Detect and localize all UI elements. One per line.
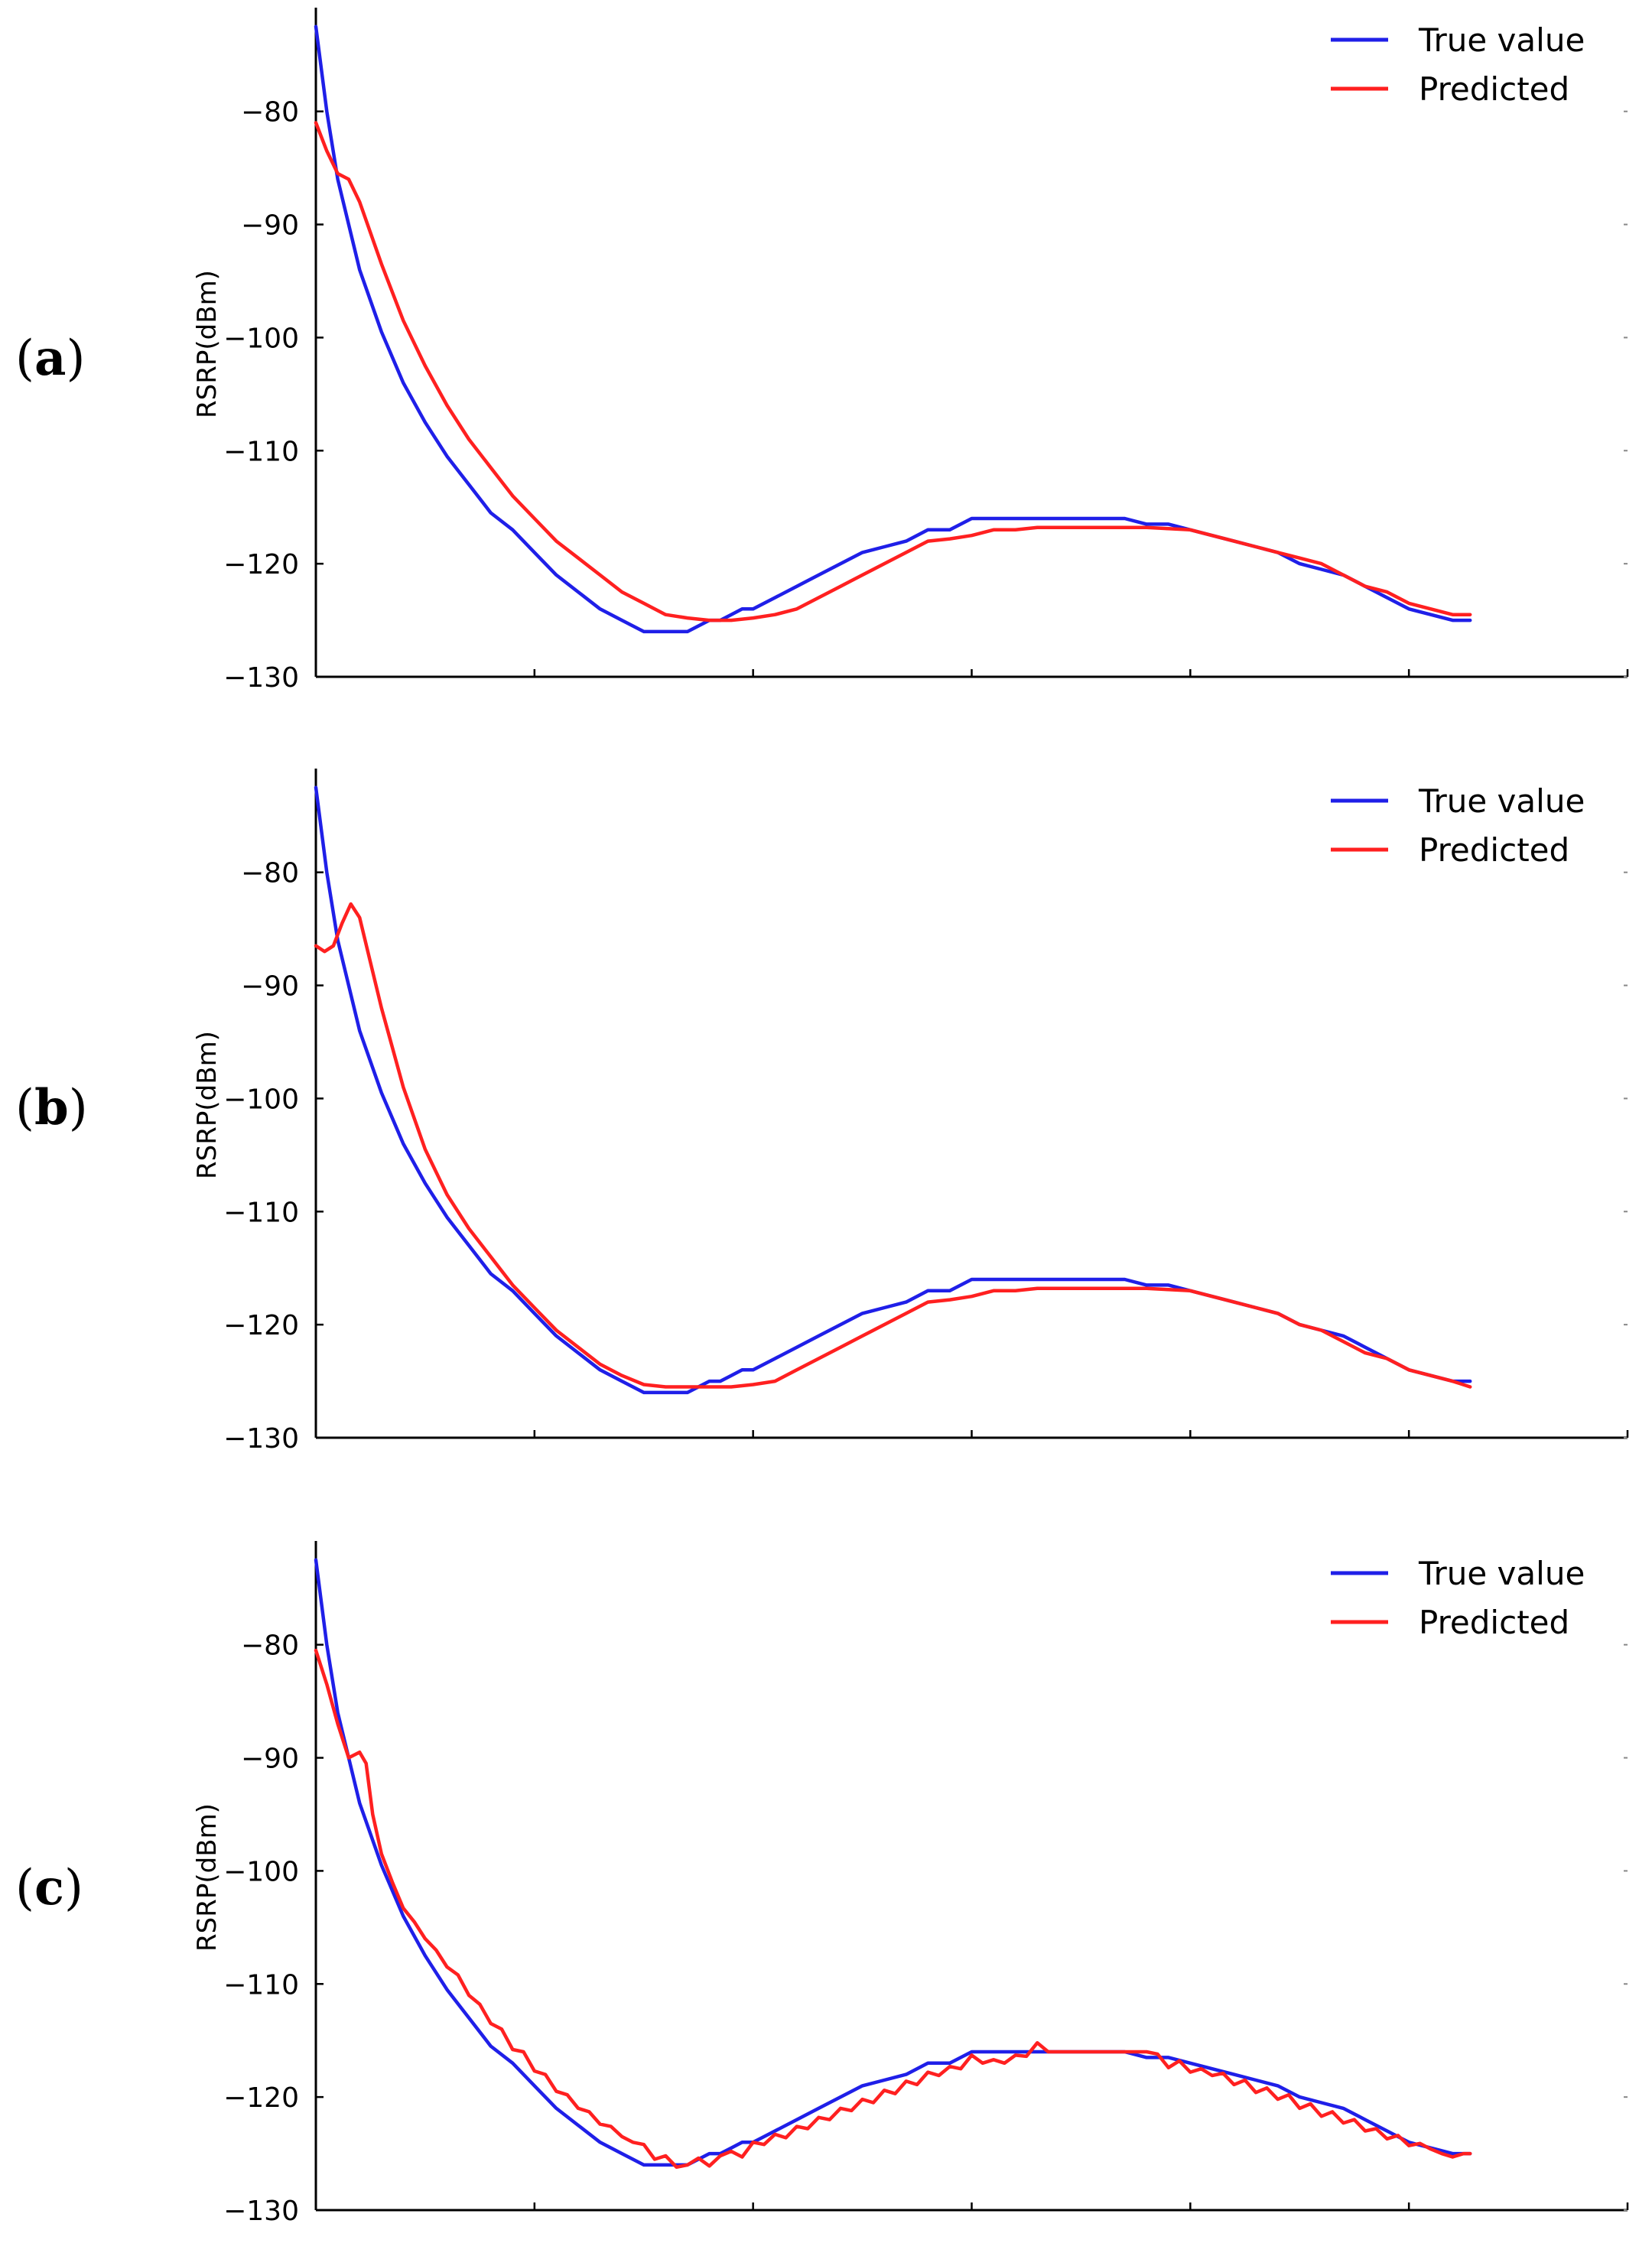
y-axis-label: RSRP(dBm): [192, 1031, 223, 1179]
series-line-predicted: [314, 1648, 1472, 2170]
panel-label: (b): [15, 1079, 88, 1136]
series-line-predicted: [314, 121, 1472, 623]
y-tick-label: −90: [241, 210, 299, 242]
legend-label: Predicted: [1419, 70, 1569, 108]
y-tick-label: −100: [223, 323, 299, 354]
y-tick-label: −90: [241, 971, 299, 1003]
panel-label: (a): [15, 330, 85, 387]
series-line-true-value: [314, 785, 1472, 1395]
legend-label: Predicted: [1419, 1604, 1569, 1641]
y-tick-label: −110: [223, 1969, 299, 2001]
y-tick-label: −120: [223, 549, 299, 580]
y-tick-label: −130: [223, 2196, 299, 2227]
y-tick-label: −110: [223, 436, 299, 467]
series-line-true-value: [314, 24, 1472, 634]
y-axis-label: RSRP(dBm): [192, 270, 223, 418]
y-tick-label: −80: [241, 97, 299, 128]
y-tick-label: −130: [223, 1423, 299, 1455]
series-line-predicted: [314, 902, 1472, 1389]
panel-b: (b) RSRP(dBm) −80 −90 −100 −110 −120 −130 True v…: [15, 769, 1629, 1455]
y-tick-label: −130: [223, 662, 299, 694]
panel-label: (c): [15, 1859, 83, 1916]
legend-label: True value: [1418, 1555, 1585, 1592]
legend-label: True value: [1418, 782, 1585, 820]
legend-label: Predicted: [1419, 831, 1569, 869]
panel-c: (c) RSRP(dBm) −80 −90 −100 −110 −120 −130 True v…: [15, 1541, 1629, 2227]
legend-label: True value: [1418, 21, 1585, 59]
panel-a: (a) RSRP(dBm) −80 −90 −100 −110 −120 −130 True v…: [15, 8, 1629, 694]
y-axis-label: RSRP(dBm): [192, 1803, 223, 1952]
series-line-true-value: [314, 1558, 1472, 2167]
y-tick-label: −100: [223, 1856, 299, 1887]
y-tick-label: −80: [241, 1630, 299, 1662]
y-tick-label: −100: [223, 1084, 299, 1115]
y-tick-label: −120: [223, 1310, 299, 1341]
y-tick-label: −90: [241, 1744, 299, 1775]
y-tick-label: −80: [241, 858, 299, 889]
y-tick-label: −120: [223, 2082, 299, 2114]
y-tick-label: −110: [223, 1197, 299, 1228]
